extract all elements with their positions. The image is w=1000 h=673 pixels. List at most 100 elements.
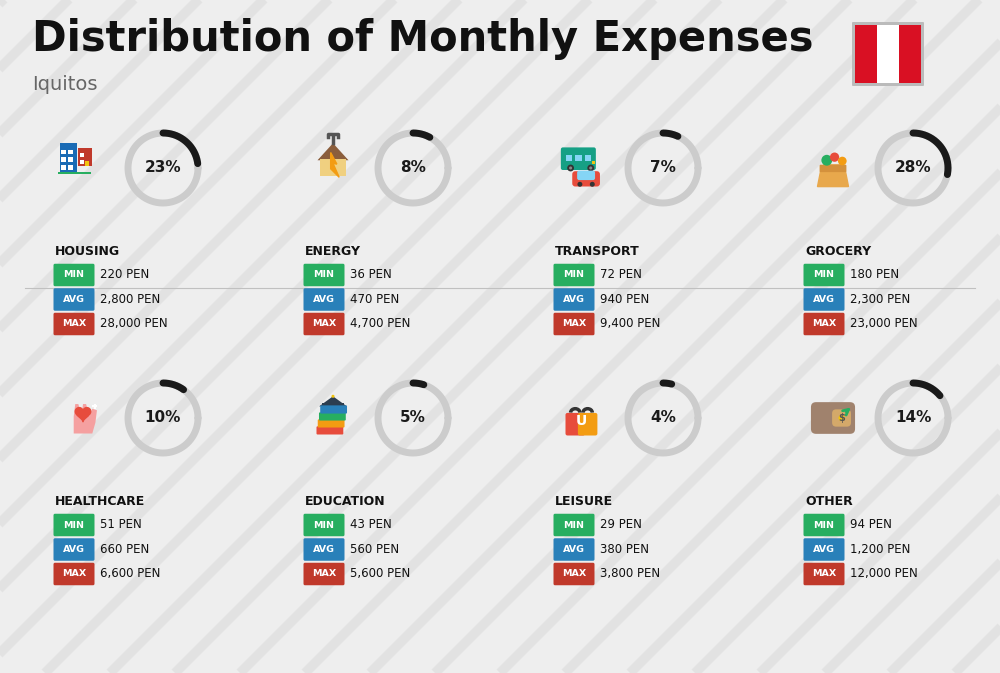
FancyBboxPatch shape — [832, 409, 851, 427]
FancyBboxPatch shape — [318, 419, 345, 427]
Bar — [85, 161, 89, 166]
FancyBboxPatch shape — [303, 563, 344, 586]
FancyBboxPatch shape — [303, 313, 344, 335]
Circle shape — [590, 182, 595, 186]
FancyBboxPatch shape — [804, 313, 844, 335]
FancyBboxPatch shape — [804, 288, 844, 311]
FancyBboxPatch shape — [820, 165, 846, 172]
Text: 5%: 5% — [400, 411, 426, 425]
FancyBboxPatch shape — [852, 22, 924, 86]
FancyBboxPatch shape — [554, 264, 594, 286]
Bar — [92, 405, 97, 407]
Text: MAX: MAX — [562, 320, 586, 328]
Text: 36 PEN: 36 PEN — [350, 269, 392, 281]
Bar — [78, 148, 92, 166]
Text: 94 PEN: 94 PEN — [850, 518, 892, 532]
Circle shape — [577, 182, 582, 186]
Text: AVG: AVG — [563, 295, 585, 304]
FancyBboxPatch shape — [804, 264, 844, 286]
Text: 8%: 8% — [400, 160, 426, 176]
Bar — [94, 404, 96, 409]
Text: 3,800 PEN: 3,800 PEN — [600, 567, 660, 581]
FancyBboxPatch shape — [303, 513, 344, 536]
FancyBboxPatch shape — [54, 563, 94, 586]
Text: AVG: AVG — [63, 545, 85, 554]
Circle shape — [587, 165, 594, 172]
Text: $: $ — [838, 413, 845, 423]
Text: MIN: MIN — [64, 271, 84, 279]
Polygon shape — [75, 408, 91, 421]
Polygon shape — [74, 404, 97, 433]
FancyBboxPatch shape — [54, 264, 94, 286]
Text: HOUSING: HOUSING — [55, 245, 120, 258]
FancyBboxPatch shape — [566, 413, 585, 435]
Text: MIN: MIN — [814, 271, 834, 279]
FancyBboxPatch shape — [804, 538, 844, 561]
Text: 10%: 10% — [145, 411, 181, 425]
Bar — [60, 143, 77, 173]
Text: 2,300 PEN: 2,300 PEN — [850, 293, 910, 306]
Circle shape — [838, 157, 847, 166]
Text: MIN: MIN — [314, 271, 334, 279]
Circle shape — [838, 415, 845, 421]
FancyBboxPatch shape — [54, 288, 94, 311]
Text: MAX: MAX — [562, 569, 586, 579]
FancyBboxPatch shape — [561, 147, 596, 170]
Text: 23,000 PEN: 23,000 PEN — [850, 318, 918, 330]
Text: MIN: MIN — [564, 271, 584, 279]
Text: ENERGY: ENERGY — [305, 245, 361, 258]
Bar — [855, 25, 877, 83]
Bar — [61, 149, 66, 154]
Text: MIN: MIN — [64, 520, 84, 530]
Text: 29 PEN: 29 PEN — [600, 518, 642, 532]
FancyBboxPatch shape — [804, 513, 844, 536]
Bar — [322, 402, 344, 406]
FancyBboxPatch shape — [54, 513, 94, 536]
Text: 180 PEN: 180 PEN — [850, 269, 899, 281]
Text: HEALTHCARE: HEALTHCARE — [55, 495, 145, 508]
FancyBboxPatch shape — [578, 413, 597, 435]
Text: 28%: 28% — [895, 160, 931, 176]
Text: 51 PEN: 51 PEN — [100, 518, 142, 532]
Circle shape — [821, 155, 832, 166]
Text: 940 PEN: 940 PEN — [600, 293, 649, 306]
Polygon shape — [331, 153, 339, 177]
Text: MAX: MAX — [312, 569, 336, 579]
Text: MIN: MIN — [314, 520, 334, 530]
FancyBboxPatch shape — [554, 538, 594, 561]
Bar — [61, 157, 66, 162]
Polygon shape — [318, 143, 349, 160]
Text: 560 PEN: 560 PEN — [350, 543, 399, 556]
Bar — [566, 155, 572, 161]
Text: MIN: MIN — [564, 520, 584, 530]
Text: 14%: 14% — [895, 411, 931, 425]
Circle shape — [589, 166, 592, 170]
Text: EDUCATION: EDUCATION — [305, 495, 386, 508]
Text: MAX: MAX — [812, 320, 836, 328]
FancyBboxPatch shape — [317, 426, 343, 435]
Text: 660 PEN: 660 PEN — [100, 543, 149, 556]
Text: 72 PEN: 72 PEN — [600, 269, 642, 281]
FancyBboxPatch shape — [303, 264, 344, 286]
FancyBboxPatch shape — [811, 402, 855, 434]
FancyBboxPatch shape — [804, 563, 844, 586]
Text: 380 PEN: 380 PEN — [600, 543, 649, 556]
FancyBboxPatch shape — [320, 405, 347, 414]
Text: AVG: AVG — [313, 295, 335, 304]
FancyBboxPatch shape — [554, 288, 594, 311]
FancyBboxPatch shape — [577, 171, 595, 180]
Bar — [68, 165, 73, 170]
Circle shape — [567, 165, 574, 172]
Text: TRANSPORT: TRANSPORT — [555, 245, 640, 258]
Text: 5,600 PEN: 5,600 PEN — [350, 567, 410, 581]
Text: MAX: MAX — [812, 569, 836, 579]
Text: MIN: MIN — [814, 520, 834, 530]
Text: OTHER: OTHER — [805, 495, 853, 508]
FancyBboxPatch shape — [572, 171, 600, 186]
Text: 4%: 4% — [650, 411, 676, 425]
Text: 220 PEN: 220 PEN — [100, 269, 149, 281]
Bar — [68, 149, 73, 154]
Polygon shape — [319, 396, 347, 406]
FancyBboxPatch shape — [319, 413, 346, 421]
Text: 1,200 PEN: 1,200 PEN — [850, 543, 910, 556]
